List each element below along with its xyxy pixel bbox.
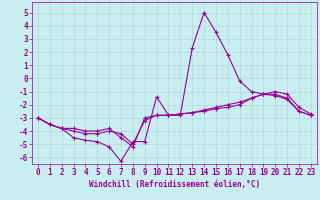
X-axis label: Windchill (Refroidissement éolien,°C): Windchill (Refroidissement éolien,°C) [89,180,260,189]
